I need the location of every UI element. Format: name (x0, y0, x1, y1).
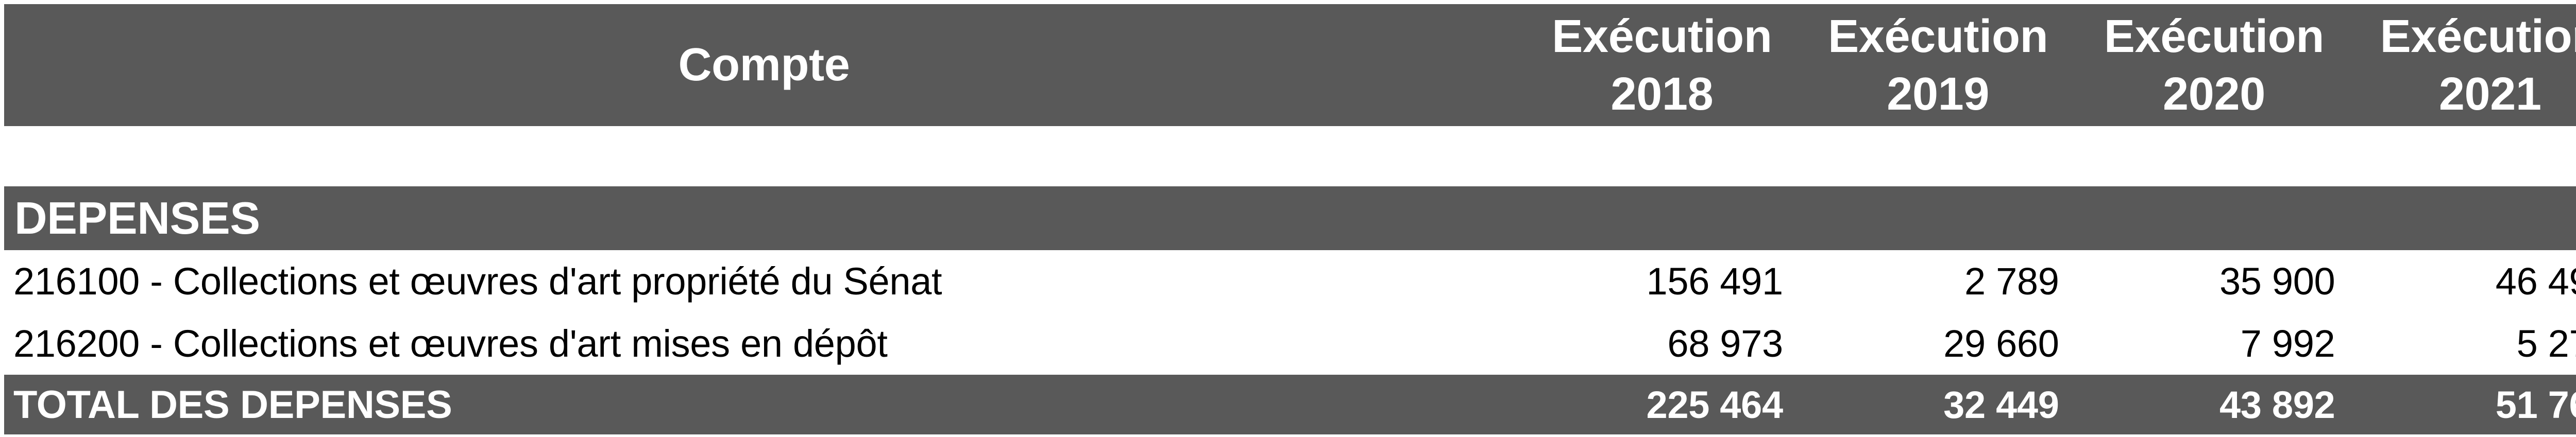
value-2019: 2 789 (1964, 260, 2059, 303)
table-row: 216200 - Collections et œuvres d'art mis… (4, 312, 2576, 375)
total-2019: 32 449 (1943, 383, 2059, 426)
value-2021: 46 491 (2495, 260, 2576, 303)
total-row: TOTAL DES DEPENSES 225 464 32 449 43 892… (4, 375, 2576, 434)
column-header-execution-2020: Exécution 2020 (2076, 8, 2352, 123)
value-2020: 7 992 (2240, 322, 2335, 365)
year-header-line2: 2018 (1611, 68, 1714, 120)
value-2020: 35 900 (2219, 260, 2335, 303)
year-header-line1: Exécution (1828, 10, 2048, 62)
total-2021: 51 766 (2495, 383, 2576, 426)
year-header-line2: 2019 (1887, 68, 1990, 120)
column-header-execution-2018: Exécution 2018 (1524, 8, 1800, 123)
year-header-line2: 2020 (2163, 68, 2265, 120)
section-title: DEPENSES (14, 193, 260, 243)
value-2021: 5 275 (2516, 322, 2576, 365)
value-2018: 156 491 (1646, 260, 1784, 303)
table-header-row: Compte Exécution 2018 Exécution 2019 Exé… (4, 4, 2576, 126)
year-header-line1: Exécution (2380, 10, 2576, 62)
total-2018: 225 464 (1646, 383, 1784, 426)
year-header-line1: Exécution (1552, 10, 1772, 62)
account-label-216100: 216100 - Collections et œuvres d'art pro… (13, 260, 942, 303)
value-2019: 29 660 (1943, 322, 2059, 365)
total-2020: 43 892 (2219, 383, 2335, 426)
table-row: 216100 - Collections et œuvres d'art pro… (4, 250, 2576, 312)
total-label: TOTAL DES DEPENSES (13, 382, 452, 427)
year-header-line2: 2021 (2438, 68, 2541, 120)
column-header-execution-2021: Exécution 2021 (2352, 8, 2576, 123)
account-label-216200: 216200 - Collections et œuvres d'art mis… (13, 322, 888, 365)
value-2018: 68 973 (1667, 322, 1783, 365)
section-row-depenses: DEPENSES (4, 186, 2576, 250)
column-header-execution-2019: Exécution 2019 (1800, 8, 2076, 123)
header-body-gap (0, 126, 2576, 186)
year-header-line1: Exécution (2104, 10, 2325, 62)
column-header-compte: Compte (678, 39, 850, 91)
